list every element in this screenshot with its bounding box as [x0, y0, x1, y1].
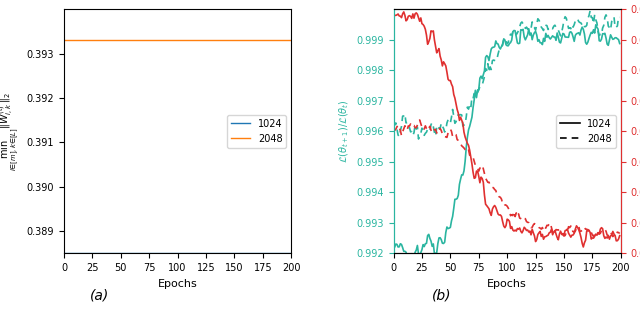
1024: [60, 252, 68, 255]
2048: [287, 39, 295, 42]
1024: [61, 252, 69, 255]
2048: [61, 39, 69, 42]
Text: (a): (a): [90, 289, 109, 303]
2048: [60, 39, 68, 42]
X-axis label: Epochs: Epochs: [487, 279, 527, 289]
X-axis label: Epochs: Epochs: [157, 279, 198, 289]
1024: [143, 252, 151, 255]
1024: [156, 252, 163, 255]
1024: [268, 252, 276, 255]
2048: [156, 39, 163, 42]
Y-axis label: $\min_{i\in[m], k\in[L]} \|W^{(t)}_{i,k}\|_2$: $\min_{i\in[m], k\in[L]} \|W^{(t)}_{i,k}…: [0, 92, 21, 171]
Text: (b): (b): [432, 289, 451, 303]
Y-axis label: $\mathcal{L}(\theta_{t+1}) / \mathcal{L}(\theta_t)$: $\mathcal{L}(\theta_{t+1}) / \mathcal{L}…: [337, 99, 351, 163]
2048: [183, 39, 191, 42]
1024: [81, 252, 88, 255]
2048: [143, 39, 151, 42]
1024: [287, 252, 295, 255]
Legend: 1024, 2048: 1024, 2048: [227, 115, 287, 148]
2048: [268, 39, 276, 42]
Legend: 1024, 2048: 1024, 2048: [556, 115, 616, 148]
1024: [183, 252, 191, 255]
2048: [81, 39, 88, 42]
